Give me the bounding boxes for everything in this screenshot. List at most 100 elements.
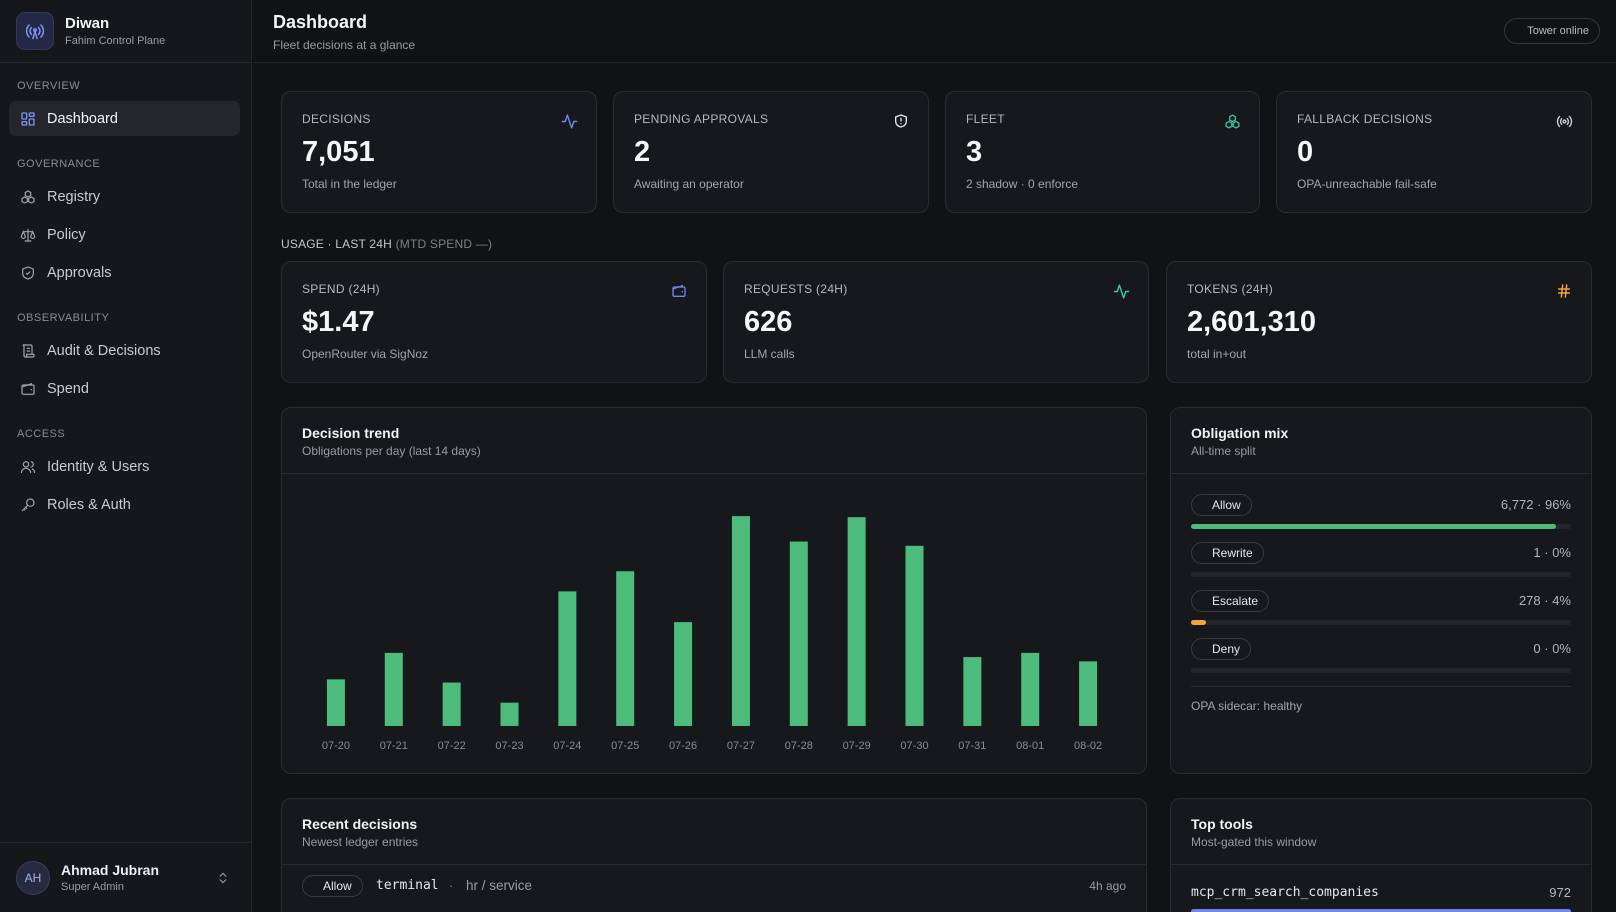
- sidebar-item-approvals[interactable]: Approvals: [9, 255, 240, 290]
- x-tick-label: 07-22: [438, 740, 466, 752]
- brand-name: Diwan: [65, 15, 110, 32]
- opa-sidecar-status: OPA sidecar: healthy: [1191, 699, 1303, 713]
- obligation-bar-track: [1191, 620, 1571, 625]
- nav-section-governance: GOVERNANCE: [17, 158, 101, 170]
- obligation-value: 0 · 0%: [1533, 641, 1571, 656]
- divider: [282, 473, 1146, 474]
- sidebar-item-label: Registry: [47, 188, 101, 205]
- stat-sub: Awaiting an operator: [634, 177, 744, 191]
- sidebar-item-label: Audit & Decisions: [47, 342, 161, 359]
- chart-bar-07-27[interactable]: [731, 516, 750, 726]
- obligation-row-rewrite: Rewrite 1 · 0%: [1191, 542, 1571, 578]
- topbar: Dashboard Fleet decisions at a glance To…: [253, 0, 1616, 63]
- obligation-badge: Rewrite: [1191, 542, 1264, 564]
- cubes-icon: [19, 188, 37, 206]
- scale-icon: [19, 226, 37, 244]
- stat-label: FLEET: [966, 112, 1005, 126]
- chart-bar-07-31[interactable]: [963, 657, 982, 726]
- x-tick-label: 08-01: [1016, 740, 1044, 752]
- stat-sub: Total in the ledger: [302, 177, 397, 191]
- chart-bar-07-23[interactable]: [500, 702, 519, 726]
- table-row[interactable]: Allow terminal · hr / service 4h ago: [282, 864, 1146, 906]
- nav-section-observability: OBSERVABILITY: [17, 312, 110, 324]
- nav-section-overview: OVERVIEW: [17, 80, 81, 92]
- stat-label: REQUESTS (24H): [744, 282, 848, 296]
- sidebar-item-spend[interactable]: Spend: [9, 371, 240, 406]
- chart-bar-07-22[interactable]: [442, 682, 461, 726]
- sidebar-item-label: Dashboard: [47, 110, 118, 127]
- chart-bar-07-26[interactable]: [674, 622, 693, 726]
- obligation-value: 1 · 0%: [1533, 545, 1571, 560]
- stat-value: 0: [1297, 136, 1314, 168]
- chevron-up-down-icon[interactable]: [216, 870, 230, 891]
- x-tick-label: 08-02: [1074, 740, 1102, 752]
- tool-bar-fill: [1191, 909, 1571, 912]
- sidebar: Diwan Fahim Control Plane OVERVIEW Dashb…: [0, 0, 252, 912]
- status-badge[interactable]: Tower online: [1504, 18, 1600, 44]
- stat-label: DECISIONS: [302, 112, 371, 126]
- stat-label: PENDING APPROVALS: [634, 112, 769, 126]
- panel-subtitle: Most-gated this window: [1191, 835, 1317, 849]
- grid-icon: [19, 110, 37, 128]
- stat-label: FALLBACK DECISIONS: [1297, 112, 1433, 126]
- stat-sub: LLM calls: [744, 347, 795, 361]
- brand[interactable]: Diwan Fahim Control Plane: [0, 0, 251, 63]
- x-tick-label: 07-29: [843, 740, 871, 752]
- x-tick-label: 07-24: [553, 740, 581, 752]
- scroll-icon: [19, 342, 37, 360]
- brand-subtitle: Fahim Control Plane: [65, 35, 166, 47]
- sidebar-item-policy[interactable]: Policy: [9, 217, 240, 252]
- divider: [1171, 864, 1591, 865]
- x-tick-label: 07-26: [669, 740, 697, 752]
- sidebar-item-label: Roles & Auth: [47, 496, 131, 513]
- usage-label-muted: (MTD SPEND —): [395, 237, 493, 251]
- cubes-icon: [1223, 112, 1241, 130]
- broadcast-tower-icon: [16, 12, 54, 50]
- panel-subtitle: All-time split: [1191, 444, 1256, 458]
- panel-title: Decision trend: [302, 425, 400, 441]
- chart-bar-07-20[interactable]: [326, 679, 345, 726]
- stat-card-fallback-decisions: FALLBACK DECISIONS 0 OPA-unreachable fai…: [1276, 91, 1592, 213]
- stat-value: 2,601,310: [1187, 306, 1317, 338]
- chart-bar-07-24[interactable]: [558, 591, 577, 726]
- x-tick-label: 07-31: [958, 740, 986, 752]
- x-tick-label: 07-27: [727, 740, 755, 752]
- sidebar-item-registry[interactable]: Registry: [9, 179, 240, 214]
- sidebar-item-identity-users[interactable]: Identity & Users: [9, 449, 240, 484]
- chart-bar-07-21[interactable]: [384, 652, 403, 726]
- sidebar-item-label: Policy: [47, 226, 86, 243]
- radio-icon: [1555, 112, 1573, 130]
- sidebar-item-audit-decisions[interactable]: Audit & Decisions: [9, 333, 240, 368]
- divider: [1171, 473, 1591, 474]
- chart-bar-07-29[interactable]: [847, 517, 866, 726]
- stat-sub: total in+out: [1187, 347, 1247, 361]
- decision-tool: terminal: [376, 878, 439, 893]
- tool-count: 972: [1549, 885, 1571, 900]
- panel-title: Obligation mix: [1191, 425, 1289, 441]
- obligation-badge: Escalate: [1191, 590, 1270, 612]
- stat-value: 3: [966, 136, 983, 168]
- user-menu[interactable]: AH Ahmad Jubran Super Admin: [0, 842, 252, 912]
- obligation-badge: Deny: [1191, 638, 1252, 660]
- sidebar-item-roles-auth[interactable]: Roles & Auth: [9, 487, 240, 522]
- shield-check-icon: [19, 264, 37, 282]
- usage-card-requests: REQUESTS (24H) 626 LLM calls: [723, 261, 1149, 383]
- chart-bar-08-02[interactable]: [1079, 661, 1098, 726]
- obligation-row-escalate: Escalate 278 · 4%: [1191, 590, 1571, 626]
- sidebar-item-dashboard[interactable]: Dashboard: [9, 101, 240, 136]
- obligation-bar-fill: [1191, 620, 1207, 625]
- divider: [1191, 686, 1571, 687]
- x-tick-label: 07-23: [495, 740, 523, 752]
- chart-bar-07-28[interactable]: [789, 541, 808, 726]
- chart-bar-08-01[interactable]: [1021, 652, 1040, 726]
- decision-path: hr / service: [466, 878, 533, 893]
- sidebar-item-label: Spend: [47, 380, 89, 397]
- decision-time: 4h ago: [1089, 879, 1126, 893]
- chart-bar-07-30[interactable]: [905, 545, 924, 726]
- stat-card-decisions: DECISIONS 7,051 Total in the ledger: [281, 91, 597, 213]
- chart-bar-07-25[interactable]: [616, 571, 635, 726]
- obligation-mix-panel: Obligation mix All-time split Allow 6,77…: [1170, 407, 1592, 774]
- page-subtitle: Fleet decisions at a glance: [273, 38, 416, 52]
- shield-alert-icon: [892, 112, 910, 130]
- user-role: Super Admin: [61, 881, 124, 893]
